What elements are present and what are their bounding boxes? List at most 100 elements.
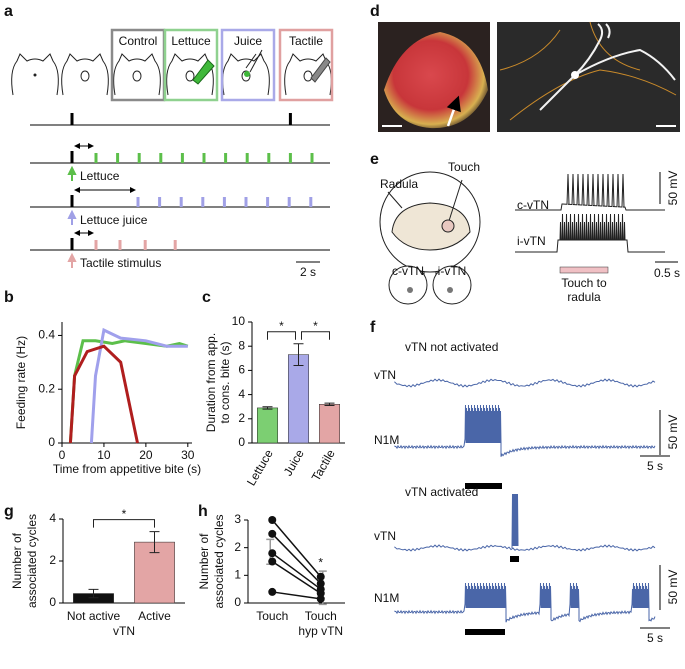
x-tick-label: hyp vTN (298, 624, 343, 638)
x-tick-label: Lettuce (244, 447, 276, 488)
stimulus-arrow (67, 209, 77, 225)
event-tick (267, 153, 271, 163)
significance-bracket (267, 331, 296, 340)
pair-line (271, 560, 322, 594)
stimulus-arrow (67, 252, 77, 268)
significance: * (313, 319, 318, 333)
event-tick (201, 197, 205, 207)
label: i-vTN (438, 264, 467, 278)
stimulus-arrow (67, 165, 77, 181)
scale-label: 2 s (300, 265, 316, 279)
event-tick (287, 197, 291, 207)
leader (387, 191, 403, 209)
touch-site (441, 219, 455, 233)
scale-label: 0.5 s (654, 266, 680, 280)
point (268, 549, 277, 558)
event-tick (310, 153, 314, 163)
x-tick-label: 20 (139, 448, 153, 462)
label: c-vTN (392, 264, 424, 278)
event-tick (288, 153, 292, 163)
condition-box (220, 28, 276, 102)
stimulus-bar (559, 266, 609, 274)
x-tick-label: Tactile (309, 447, 338, 484)
head (166, 53, 214, 96)
significance-bracket (93, 519, 155, 528)
event-tick (202, 153, 206, 163)
outline (499, 21, 677, 121)
trace-label: N1M (374, 433, 399, 447)
y-axis-label: associated cycles (25, 514, 39, 608)
event-tick (244, 197, 248, 207)
x-tick-label: Not active (67, 609, 121, 623)
x-tick-label: 0 (59, 448, 66, 462)
scale-label: 50 mV (666, 171, 680, 206)
tissue (384, 32, 488, 129)
y-tick-label: 8 (238, 338, 245, 352)
panel-label: f (370, 319, 376, 336)
label: radula (567, 290, 601, 304)
probe (447, 179, 463, 225)
event-tick (143, 240, 147, 250)
head (113, 53, 161, 96)
point (268, 516, 277, 524)
significance: * (318, 555, 323, 569)
y-tick-label: 6 (238, 363, 245, 377)
condition-label: Lettuce (171, 34, 211, 48)
error-bar (293, 343, 304, 367)
stimulus-bar (465, 483, 502, 489)
trace-c-vtn (515, 173, 665, 211)
drop-icon (244, 71, 250, 77)
scale-label: 50 mV (666, 415, 680, 450)
y-axis-label: Number of (197, 533, 211, 590)
y-tick-label: 2 (49, 553, 56, 567)
significance: * (122, 507, 127, 521)
scale-label: 50 mV (666, 570, 680, 605)
radula (391, 202, 471, 251)
head (61, 53, 109, 96)
soma (571, 71, 579, 79)
panel-label: g (4, 503, 14, 520)
error-bar (88, 588, 99, 599)
condition-box (278, 28, 334, 102)
trace-label: i-vTN (517, 234, 546, 248)
y-tick-label: 0 (49, 595, 56, 609)
series-line (89, 327, 188, 444)
y-tick-label: 2 (238, 411, 245, 425)
x-tick-label: 10 (97, 448, 111, 462)
trace-vtn-burst (511, 493, 519, 548)
y-axis-label: associated cycles (212, 514, 226, 608)
stimulus-bar (465, 629, 505, 635)
point (316, 572, 325, 581)
pipette-icon (245, 49, 263, 73)
event-tick (222, 197, 226, 207)
condition-label: Tactile (289, 34, 323, 48)
stimulus-bar (510, 556, 519, 562)
mouth (241, 70, 251, 82)
y-tick-label: 0 (48, 435, 55, 449)
mouth (80, 70, 90, 82)
y-tick-label: 1 (234, 568, 241, 582)
trace-label: c-vTN (517, 198, 549, 212)
mouth (185, 70, 195, 82)
cell (407, 287, 413, 293)
pair-line (272, 591, 321, 600)
point (268, 529, 277, 538)
ganglion (432, 265, 472, 305)
trace-i-vtn (515, 213, 665, 253)
scale-label: 5 s (647, 459, 663, 473)
trace-label: Lettuce juice (80, 213, 148, 227)
x-axis-label: Time from appetitive bite (s) (53, 462, 201, 476)
event-tick (224, 153, 228, 163)
event-tick (94, 153, 98, 163)
y-tick-label: 0.4 (38, 328, 55, 342)
event-tick (116, 153, 120, 163)
ganglion (388, 265, 428, 305)
event-tick (158, 197, 162, 207)
cell (447, 287, 453, 293)
y-axis-label: Duration from app. (204, 333, 218, 432)
point (316, 594, 325, 603)
condition-label: Control (119, 34, 158, 48)
trace-label: vTN (374, 529, 396, 543)
y-axis-label: to cons. bite (s) (218, 341, 232, 423)
event-tick (266, 197, 270, 207)
